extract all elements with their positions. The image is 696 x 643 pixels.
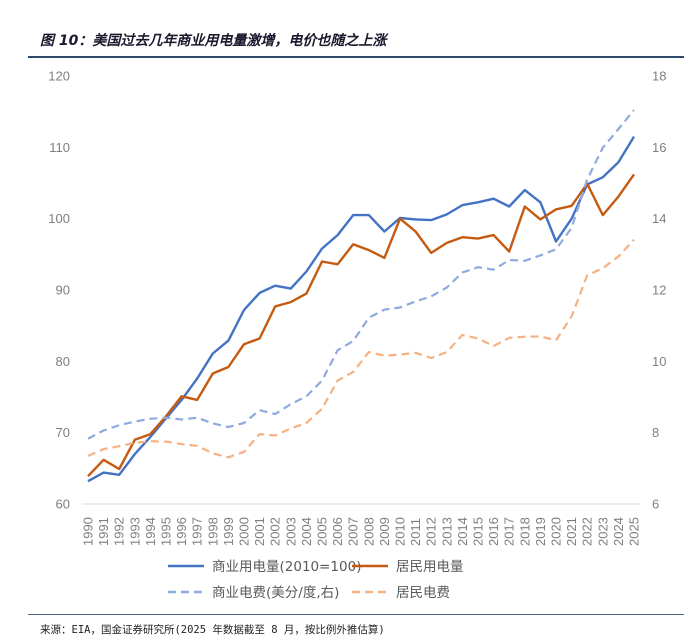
x-tick-label: 1993: [127, 517, 142, 546]
series-line: [87, 173, 635, 478]
left-tick-label: 80: [56, 354, 70, 369]
right-tick-label: 10: [652, 354, 666, 369]
x-tick-label: 2011: [408, 518, 423, 546]
right-tick-label: 18: [652, 69, 666, 84]
x-tick-label: 1998: [205, 517, 220, 546]
x-tick-label: 2012: [424, 517, 439, 546]
right-tick-label: 8: [652, 425, 659, 440]
x-tick-label: 1997: [190, 517, 205, 546]
series-line: [87, 238, 635, 459]
left-tick-label: 70: [56, 425, 70, 440]
legend-label: 居民用电量: [396, 559, 464, 575]
x-tick-label: 2021: [564, 517, 579, 546]
x-tick-label: 2010: [393, 517, 408, 546]
left-tick-label: 60: [56, 497, 70, 512]
x-tick-label: 2013: [439, 517, 454, 546]
legend-label: 商业用电量(2010=100): [212, 559, 361, 575]
x-tick-label: 2000: [237, 517, 252, 546]
x-tick-label: 2002: [268, 517, 283, 546]
right-tick-label: 16: [652, 140, 666, 155]
right-tick-label: 6: [652, 497, 659, 512]
x-tick-label: 1995: [159, 517, 174, 546]
x-tick-label: 2019: [533, 517, 548, 546]
series-line: [87, 135, 636, 483]
left-axis: 60 70 80 90 100 110 120: [48, 69, 70, 512]
left-tick-label: 120: [48, 69, 70, 84]
title-rule: [28, 56, 684, 58]
right-tick-label: 14: [652, 211, 666, 226]
x-tick-label: 2022: [580, 517, 595, 546]
x-tick-label: 2001: [252, 517, 267, 546]
series-line: [87, 109, 635, 440]
x-tick-label: 2018: [517, 517, 532, 546]
footer-rule: [28, 614, 684, 615]
legend-label: 商业电费(美分/度,右): [212, 585, 339, 601]
x-tick-label: 2005: [315, 517, 330, 546]
left-tick-label: 90: [56, 283, 70, 298]
legend-label: 居民电费: [396, 585, 450, 601]
x-tick-label: 1996: [174, 517, 189, 546]
x-tick-label: 1994: [143, 517, 158, 546]
x-tick-label: 2016: [486, 517, 501, 546]
x-tick-label: 2024: [611, 517, 626, 546]
left-tick-label: 110: [49, 140, 70, 155]
x-tick-label: 2020: [549, 517, 564, 546]
left-tick-label: 100: [48, 211, 70, 226]
x-tick-label: 1999: [221, 517, 236, 546]
x-tick-label: 2023: [595, 517, 610, 546]
right-tick-label: 12: [652, 283, 666, 298]
x-tick-label: 1990: [81, 517, 96, 546]
figure-title: 图 10：美国过去几年商业用电量激增，电价也随之上涨: [40, 33, 387, 49]
x-tick-label: 2008: [361, 517, 376, 546]
x-tick-label: 2009: [377, 517, 392, 546]
series-layer: [87, 109, 636, 483]
x-tick-label: 2006: [330, 517, 345, 546]
x-tick-label: 2015: [471, 517, 486, 546]
x-tick-label: 1991: [96, 517, 111, 546]
x-tick-label: 2025: [627, 517, 642, 546]
x-tick-label: 2004: [299, 517, 314, 546]
source-note: 来源：EIA，国金证券研究所(2025 年数据截至 8 月，按比例外推估算): [40, 624, 385, 636]
x-tick-label: 2014: [455, 517, 470, 546]
x-tick-label: 2003: [283, 517, 298, 546]
x-tick-label: 2017: [502, 517, 517, 546]
right-axis: 6 8 10 12 14 16 18: [652, 69, 666, 512]
x-axis: 1990 1991 1992 1993 1994 1995 1996 1997 1998 1999…: [81, 517, 642, 546]
x-tick-label: 1992: [112, 517, 127, 546]
x-tick-label: 2007: [346, 517, 361, 546]
